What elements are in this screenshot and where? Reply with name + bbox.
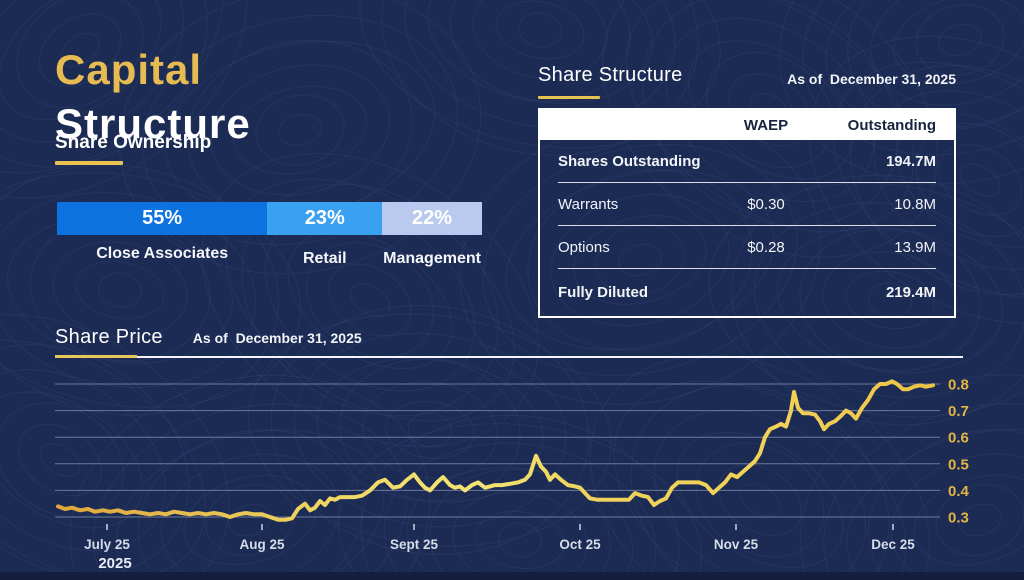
table-row: Options $0.28 13.9M (558, 226, 936, 269)
ownership-segment-1: 55% (57, 202, 268, 235)
row-label: Options (558, 238, 610, 256)
row-waep-value: $0.28 (747, 238, 785, 256)
segment-percent-label: 22% (412, 207, 453, 229)
y-axis-tick-label: 0.8 (948, 377, 969, 394)
share-price-line-series (56, 379, 935, 522)
y-axis-tick-label: 0.7 (948, 403, 969, 420)
share-price-chart: 0.3 0.4 0.5 0.6 0.7 0.8 July 25 Aug 25 Sept 25 Oc… (55, 377, 970, 572)
share-price-heading: Share Price (55, 326, 163, 348)
gold-divider (55, 160, 123, 165)
row-outstanding-value: 10.8M (894, 195, 936, 213)
x-axis-year-label: 2025 (98, 555, 131, 572)
white-divider-segment (137, 355, 963, 358)
gold-divider (538, 96, 600, 99)
share-ownership-heading: Share Ownership (55, 131, 212, 153)
row-outstanding-value: 13.9M (894, 238, 936, 256)
page-title-capital: Capital (55, 46, 203, 93)
share-price-header: Share Price As of December 31, 2025 (55, 326, 362, 349)
x-axis-tick-label: Dec 25 (871, 537, 915, 552)
segment-name-label: Close Associates (96, 245, 229, 262)
row-outstanding-value: 194.7M (885, 152, 936, 170)
x-axis-tick-label: Nov 25 (714, 537, 759, 552)
ownership-segment-2: 23% (267, 202, 383, 235)
x-axis-tick-label: Aug 25 (239, 537, 285, 552)
share-structure-as-of: As of December 31, 2025 (787, 71, 956, 87)
title-block: Capital Structure Share Ownership (55, 44, 251, 165)
segment-name-label: Management (383, 250, 481, 267)
table-body: Shares Outstanding 194.7M Warrants $0.30 10.… (540, 140, 954, 316)
x-axis-tick-label: Oct 25 (559, 537, 601, 552)
gold-divider-segment (55, 355, 137, 358)
ownership-bar-labels: Close Associates Retail Management (57, 245, 482, 268)
row-label: Fully Diluted (558, 284, 648, 301)
header-cell-outstanding: Outstanding (847, 116, 936, 134)
x-axis-tick-label: Sept 25 (390, 537, 439, 552)
header-cell-waep: WAEP (743, 116, 789, 134)
row-label: Warrants (558, 195, 619, 213)
share-price-as-of: As of December 31, 2025 (192, 330, 362, 346)
x-axis-tick-label: July 25 (84, 537, 130, 552)
table-row: Shares Outstanding 194.7M (558, 140, 936, 183)
share-structure-heading: Share Structure (538, 64, 683, 86)
share-structure-panel: Share Structure As of December 31, 2025 … (538, 64, 956, 318)
row-label: Shares Outstanding (558, 152, 701, 170)
y-axis-tick-label: 0.3 (948, 510, 969, 527)
ownership-stacked-bar: 55% 23% 22% (57, 202, 482, 235)
y-axis-tick-label: 0.4 (948, 483, 970, 500)
ownership-segment-3: 22% (382, 202, 482, 235)
segment-percent-label: 23% (304, 207, 345, 229)
section-divider (55, 355, 963, 358)
table-row: Warrants $0.30 10.8M (558, 183, 936, 226)
y-axis-tick-label: 0.6 (948, 430, 969, 447)
y-axis-tick-label: 0.5 (948, 456, 969, 473)
page-title-structure: Structure (55, 99, 251, 147)
segment-name-label: Retail (302, 250, 347, 267)
table-header-row: WAEP Outstanding (540, 110, 954, 140)
row-outstanding-value: 219.4M (885, 284, 936, 301)
table-row: Fully Diluted 219.4M (558, 269, 936, 316)
share-structure-table: WAEP Outstanding Shares Outstanding 194.7… (538, 108, 956, 318)
row-waep-value: $0.30 (747, 195, 785, 213)
footer-strip (0, 572, 1024, 580)
segment-percent-label: 55% (142, 207, 183, 229)
